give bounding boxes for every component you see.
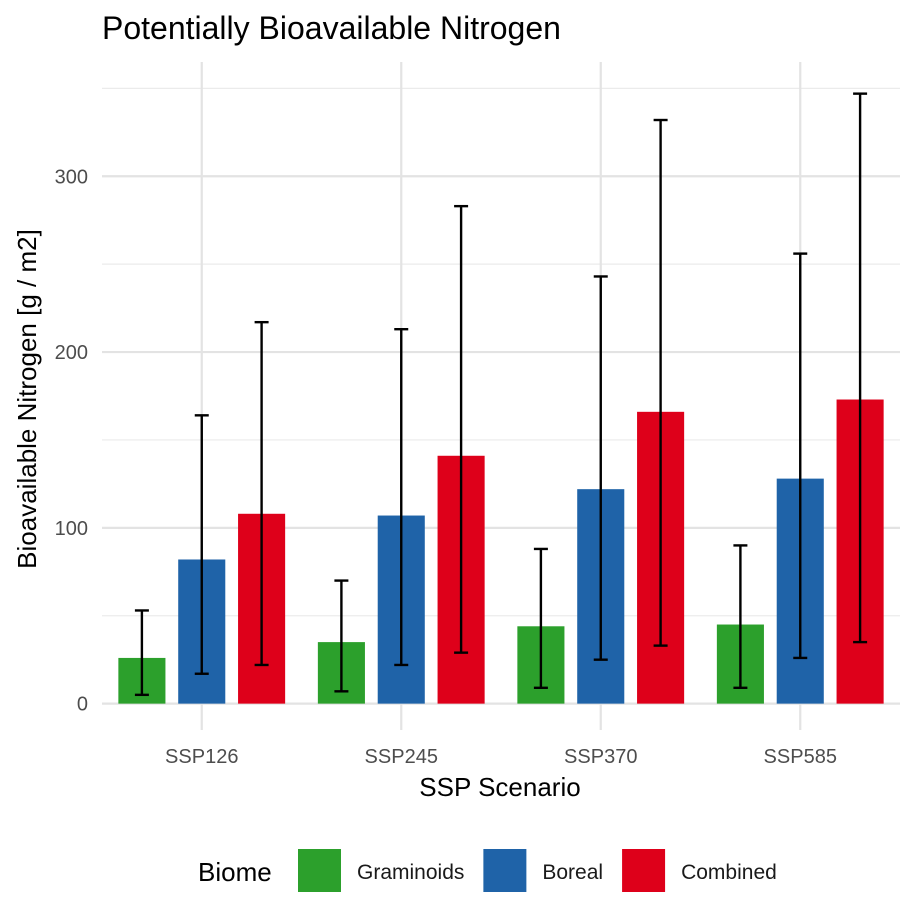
bars [118, 399, 884, 704]
legend-title: Biome [198, 857, 272, 887]
y-axis-tick-labels: 0 100 200 300 [55, 166, 88, 715]
y-axis-title: Bioavailable Nitrogen [g / m2] [12, 229, 42, 569]
x-tick-label: SSP126 [165, 746, 238, 768]
legend-key [483, 849, 527, 892]
x-tick-label: SSP370 [564, 746, 637, 768]
minor-gridlines [102, 87, 900, 617]
y-tick-label: 300 [55, 166, 88, 188]
legend-label: Graminoids [357, 861, 464, 884]
x-tick-label: SSP245 [365, 746, 438, 768]
legend-key [298, 849, 341, 892]
legend-label: Combined [681, 861, 777, 884]
legend-label: Boreal [542, 861, 603, 884]
y-tick-label: 100 [55, 518, 88, 540]
x-axis-tick-labels: SSP126 SSP245 SSP370 SSP585 [165, 746, 837, 768]
error-bars [134, 92, 868, 697]
y-tick-label: 200 [55, 342, 88, 364]
legend: Biome Graminoids Boreal Combined [198, 849, 777, 892]
x-tick-label: SSP585 [764, 746, 837, 768]
chart-title: Potentially Bioavailable Nitrogen [102, 10, 561, 46]
legend-key [622, 849, 666, 892]
x-axis-title: SSP Scenario [419, 772, 580, 802]
y-tick-label: 0 [77, 694, 88, 716]
